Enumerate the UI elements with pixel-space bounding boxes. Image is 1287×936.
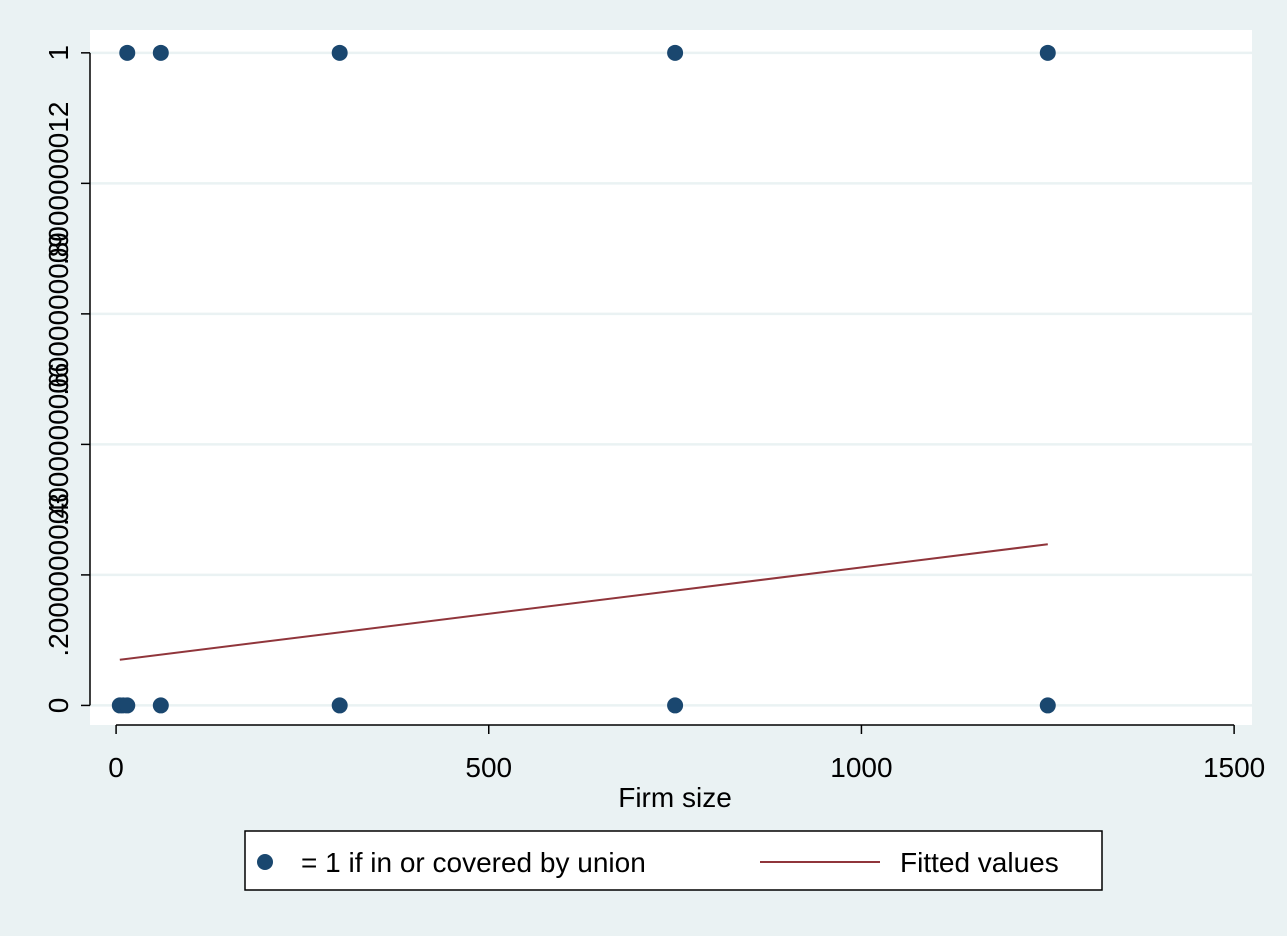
point	[1039, 697, 1056, 714]
x-tick-label: 0	[108, 752, 124, 783]
legend-marker	[257, 854, 273, 870]
fit-line	[119, 543, 1048, 661]
legend-label: Fitted values	[900, 847, 1059, 878]
x-tick-label: 1500	[1203, 752, 1265, 783]
x-tick-label: 500	[465, 752, 512, 783]
point	[152, 697, 169, 714]
point	[1039, 44, 1056, 61]
point	[331, 697, 348, 714]
y-tick-label: .2000000003	[43, 493, 74, 657]
legend	[244, 830, 1103, 891]
point	[119, 44, 136, 61]
point	[331, 44, 348, 61]
y-tick-label: .8000000012	[43, 102, 74, 266]
point	[152, 44, 169, 61]
y-tick-label: 1	[43, 45, 74, 61]
y-tick-label: 0	[43, 698, 74, 714]
point	[667, 697, 684, 714]
legend-label: = 1 if in or covered by union	[301, 847, 646, 878]
plot-area	[90, 30, 1252, 725]
point	[667, 44, 684, 61]
point	[119, 697, 136, 714]
y-tick-label: .6000000009	[43, 232, 74, 396]
y-tick-label: .4000000006	[43, 363, 74, 527]
x-tick-label: 1000	[830, 752, 892, 783]
x-axis-title: Firm size	[618, 782, 732, 813]
